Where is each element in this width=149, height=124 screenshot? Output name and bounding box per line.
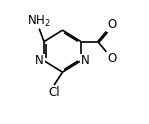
Text: O: O	[107, 18, 117, 31]
Text: NH$_2$: NH$_2$	[27, 14, 51, 29]
Text: N: N	[35, 54, 44, 67]
Text: O: O	[107, 52, 117, 65]
Text: Cl: Cl	[49, 86, 60, 99]
Text: N: N	[81, 54, 90, 67]
